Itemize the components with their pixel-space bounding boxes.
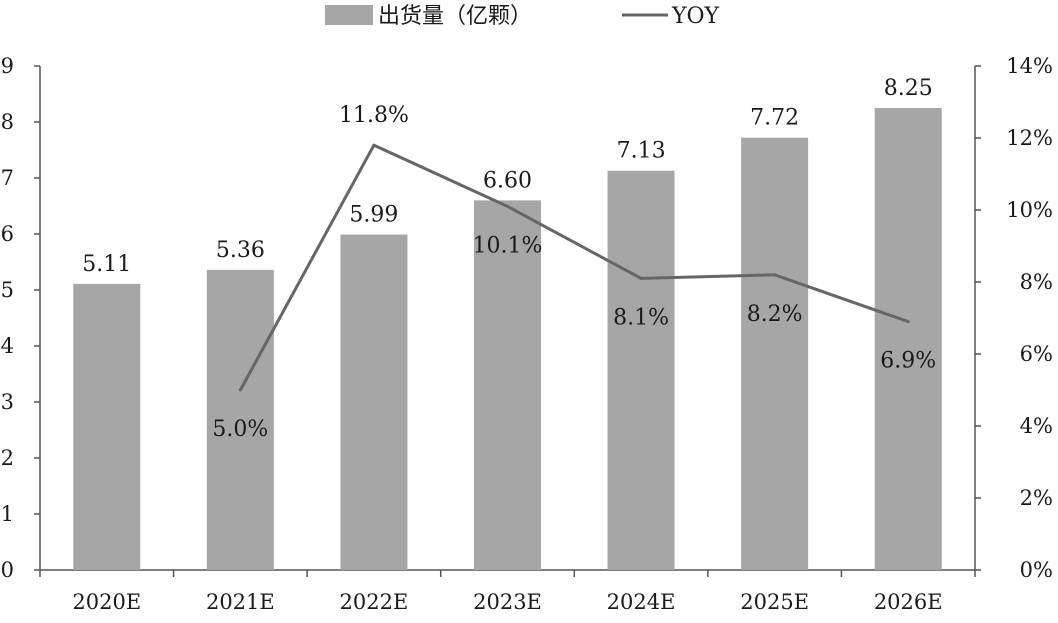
yoy-data-label: 8.2%: [747, 302, 803, 327]
y-right-tick-label: 0%: [1020, 558, 1053, 582]
yoy-data-label: 5.0%: [212, 417, 268, 442]
y-right-tick-label: 10%: [1006, 198, 1053, 222]
yoy-data-label: 8.1%: [613, 305, 669, 330]
y-left-tick-label: 8: [1, 110, 14, 134]
yoy-data-label: 11.8%: [339, 103, 409, 128]
yoy-point: [639, 276, 643, 280]
yoy-line: [239, 143, 909, 391]
bar-data-label: 5.36: [216, 238, 265, 263]
y-left-tick-label: 7: [1, 166, 14, 190]
y-right-tick-label: 2%: [1020, 486, 1053, 510]
bar-labels: 5.11 5.36 5.99 6.60 7.13 7.72 8.25: [82, 76, 932, 277]
bar-data-label: 8.25: [884, 76, 933, 101]
y-left-tick-label: 2: [1, 446, 14, 470]
axes: 0 1 2 3 4 5 6 7 8 9 0% 2% 4% 6% 8% 10% 12% 14% 2020E 2021E 2…: [1, 54, 1053, 614]
yoy-point: [506, 204, 509, 208]
legend-line-label: YOY: [671, 4, 720, 29]
bar: [474, 200, 541, 570]
bar-data-label: 6.60: [483, 168, 532, 193]
x-tick-label: 2021E: [206, 590, 275, 614]
bar: [741, 137, 809, 570]
x-tick-label: 2022E: [340, 590, 409, 614]
yoy-data-label: 10.1%: [473, 233, 543, 258]
legend: 出货量（亿颗） YOY: [325, 4, 720, 29]
bar: [607, 170, 675, 570]
yoy-point: [906, 320, 910, 324]
yoy-series: [238, 143, 910, 392]
y-right-tick-label: 14%: [1006, 54, 1053, 78]
bar-data-label: 5.99: [349, 203, 398, 228]
bar: [874, 108, 942, 570]
y-left-tick-label: 9: [1, 54, 14, 78]
bar: [206, 269, 274, 570]
y-right-tick-label: 6%: [1020, 342, 1053, 366]
legend-bar-swatch: [325, 5, 373, 25]
y-left-tick-label: 5: [1, 278, 14, 302]
yoy-labels: 5.0% 11.8% 10.1% 8.1% 8.2% 6.9%: [212, 103, 936, 442]
bars: [73, 108, 942, 570]
legend-bar-label: 出货量（亿颗）: [378, 4, 532, 29]
y-left-tick-label: 0: [1, 558, 14, 582]
x-tick-label: 2020E: [72, 590, 141, 614]
x-tick-label: 2026E: [874, 590, 943, 614]
y-left-tick-label: 3: [1, 390, 14, 414]
x-tick-label: 2024E: [607, 590, 676, 614]
y-left-tick-label: 1: [1, 502, 14, 526]
bar-data-label: 7.72: [750, 106, 799, 131]
x-tick-label: 2025E: [740, 590, 809, 614]
yoy-point: [238, 388, 242, 392]
bar: [73, 283, 141, 570]
y-right-tick-label: 4%: [1020, 414, 1053, 438]
bar: [340, 234, 408, 570]
y-right-tick-label: 12%: [1006, 126, 1053, 150]
x-tick-label: 2023E: [473, 590, 542, 614]
y-left-tick-label: 4: [1, 334, 14, 358]
yoy-point: [773, 273, 777, 277]
yoy-point: [372, 143, 376, 147]
bar-data-label: 7.13: [617, 139, 666, 164]
bar-data-label: 5.11: [82, 252, 131, 277]
y-right-tick-label: 8%: [1020, 270, 1053, 294]
y-left-tick-label: 6: [1, 222, 14, 246]
yoy-data-label: 6.9%: [880, 349, 936, 374]
